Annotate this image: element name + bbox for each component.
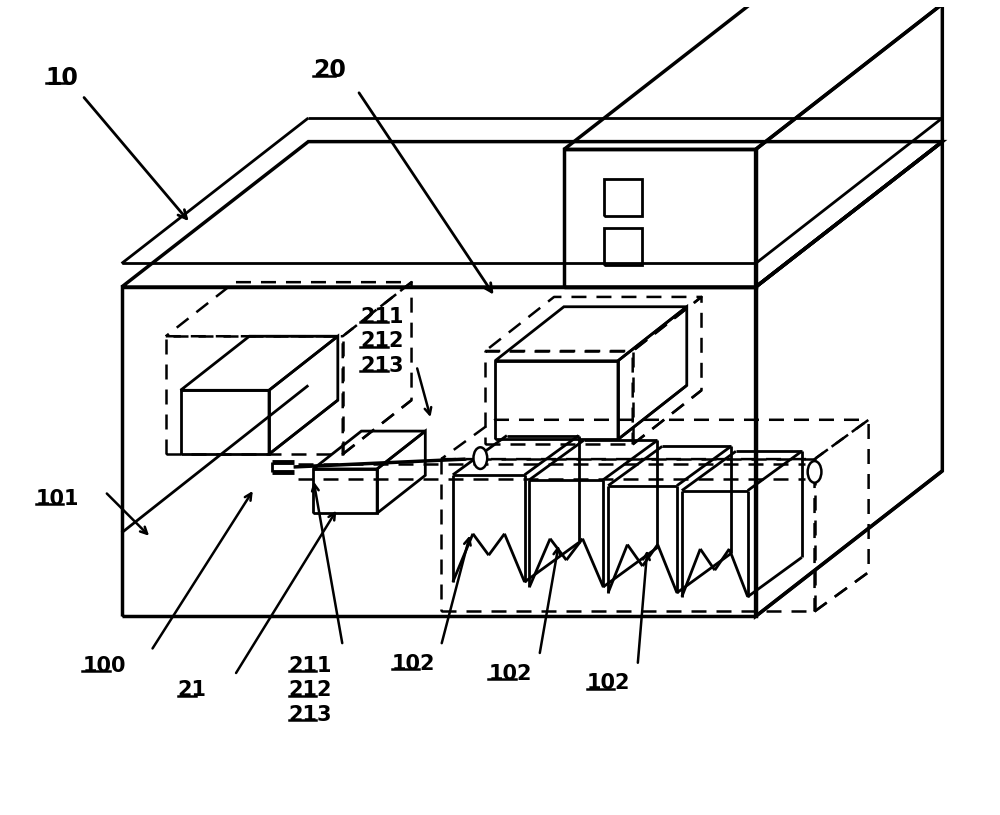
Text: 212: 212 (360, 332, 404, 351)
Text: 102: 102 (392, 654, 435, 674)
Text: 102: 102 (488, 663, 532, 684)
Text: 20: 20 (313, 58, 346, 82)
Text: 10: 10 (46, 66, 79, 90)
Text: 213: 213 (289, 705, 332, 725)
Ellipse shape (473, 447, 487, 469)
Text: 211: 211 (289, 656, 332, 676)
Text: 102: 102 (587, 673, 630, 694)
Text: 213: 213 (360, 356, 404, 376)
Text: 100: 100 (82, 656, 126, 676)
Ellipse shape (808, 461, 821, 482)
Text: 211: 211 (360, 306, 404, 327)
Text: 21: 21 (178, 681, 207, 700)
Text: 101: 101 (36, 489, 80, 509)
Text: 212: 212 (289, 681, 332, 700)
